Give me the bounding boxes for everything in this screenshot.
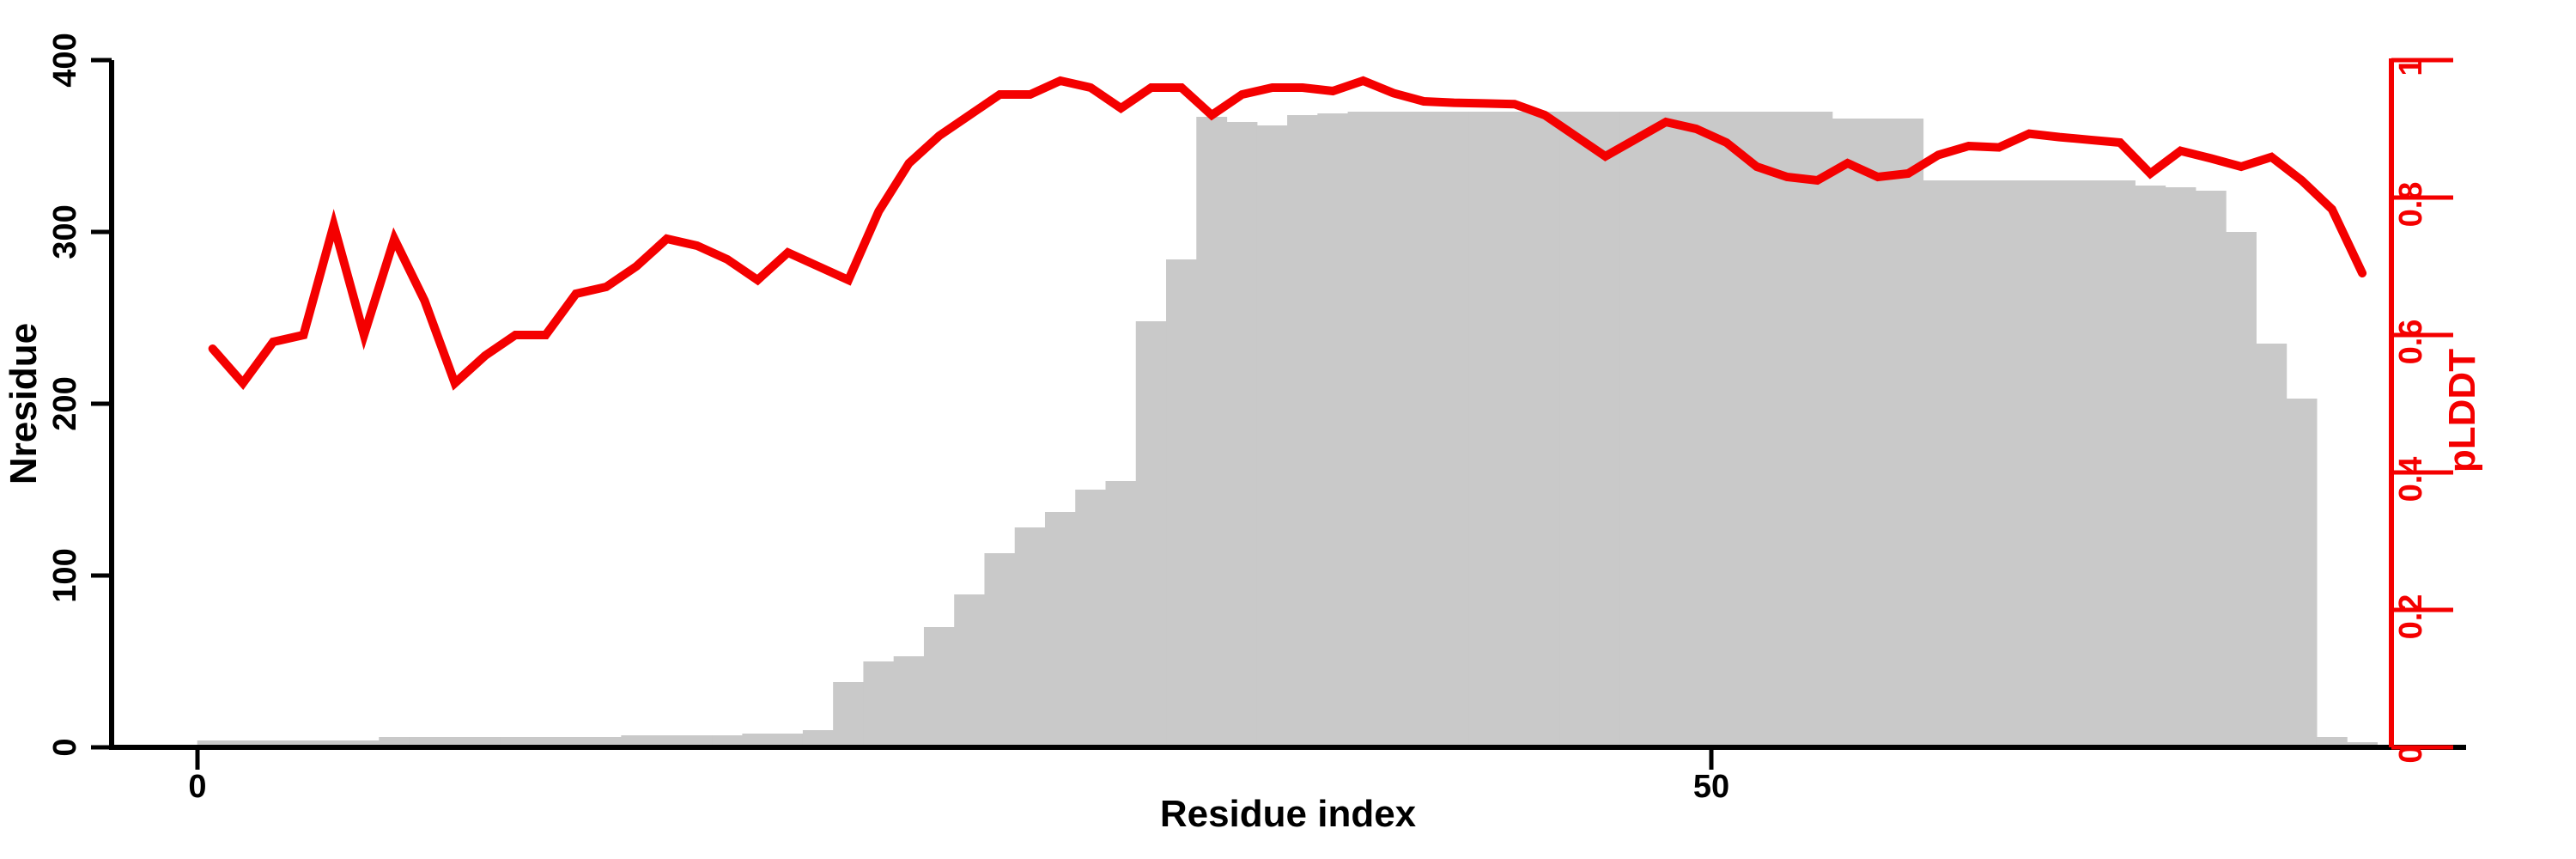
bar bbox=[1589, 112, 1621, 747]
bar bbox=[1135, 321, 1167, 747]
bar bbox=[1710, 112, 1742, 747]
bar bbox=[1287, 115, 1318, 747]
bar bbox=[681, 735, 713, 747]
y-left-axis-title: Nresidue bbox=[3, 323, 45, 484]
bar bbox=[1984, 180, 2014, 747]
bar bbox=[349, 740, 380, 747]
bar bbox=[1347, 112, 1379, 747]
bar bbox=[1741, 112, 1772, 747]
bar bbox=[1771, 112, 1803, 747]
bar bbox=[258, 740, 289, 747]
y-left-tick-label: 100 bbox=[47, 548, 83, 602]
bar bbox=[2105, 180, 2136, 747]
bar bbox=[1226, 122, 1258, 747]
bar bbox=[863, 661, 895, 747]
y-right-tick-label: 0.6 bbox=[2393, 320, 2429, 365]
bar bbox=[621, 735, 653, 747]
bar bbox=[802, 730, 834, 747]
bar bbox=[651, 735, 683, 747]
bar bbox=[1256, 125, 1288, 747]
y-left-tick-label: 400 bbox=[47, 33, 83, 87]
bar bbox=[2256, 344, 2287, 747]
bar bbox=[1166, 259, 1197, 747]
bar bbox=[2074, 180, 2105, 747]
bar bbox=[1893, 119, 1924, 747]
bar bbox=[1044, 512, 1076, 747]
bar bbox=[197, 740, 228, 747]
bar bbox=[1529, 112, 1560, 747]
bar bbox=[1014, 527, 1046, 747]
bar bbox=[2135, 186, 2166, 747]
bar bbox=[893, 656, 925, 747]
bar bbox=[1923, 180, 1954, 747]
bar bbox=[1196, 117, 1228, 747]
bar bbox=[1377, 112, 1409, 747]
bar bbox=[1438, 112, 1470, 747]
bar bbox=[742, 734, 774, 747]
bar bbox=[318, 740, 349, 747]
y-left-tick-label: 300 bbox=[47, 204, 83, 259]
y-right-tick-label: 0.4 bbox=[2393, 457, 2429, 503]
y-right-tick-label: 0.8 bbox=[2393, 182, 2429, 228]
x-tick-label: 50 bbox=[1693, 769, 1729, 805]
bar bbox=[2014, 180, 2045, 747]
bar bbox=[984, 553, 1016, 747]
plddt-line bbox=[208, 76, 2367, 391]
y-right-tick-label: 0 bbox=[2393, 745, 2429, 763]
x-axis-title: Residue index bbox=[1160, 793, 1417, 835]
bar bbox=[1498, 112, 1530, 747]
bar bbox=[712, 735, 743, 747]
bar bbox=[1619, 112, 1651, 747]
bar bbox=[833, 682, 865, 747]
bar bbox=[1801, 112, 1833, 747]
bar bbox=[2286, 399, 2318, 747]
bar bbox=[954, 594, 986, 747]
plddt-line-group bbox=[208, 76, 2367, 391]
bar bbox=[1317, 113, 1349, 747]
bar bbox=[2044, 180, 2075, 747]
bar bbox=[1862, 119, 1893, 747]
bar bbox=[1832, 119, 1863, 747]
bar bbox=[1105, 481, 1137, 747]
bar bbox=[1075, 490, 1107, 747]
bars-group bbox=[197, 112, 2379, 747]
y-left-tick-label: 0 bbox=[47, 738, 83, 756]
x-tick-label: 0 bbox=[188, 769, 206, 805]
bar bbox=[1650, 112, 1682, 747]
y-right-axis-title: pLDDT bbox=[2441, 349, 2483, 472]
bar bbox=[772, 734, 804, 747]
bar bbox=[1680, 112, 1712, 747]
bar bbox=[2195, 191, 2227, 747]
y-right-tick-label: 1 bbox=[2393, 58, 2429, 76]
y-left-tick-label: 200 bbox=[47, 376, 83, 430]
bar bbox=[1468, 112, 1500, 747]
bar bbox=[2165, 187, 2196, 747]
y-right-tick-label: 0.2 bbox=[2393, 594, 2429, 640]
bar bbox=[1953, 180, 1984, 747]
bar bbox=[1408, 112, 1439, 747]
bar bbox=[227, 740, 258, 747]
bar bbox=[1559, 112, 1591, 747]
bar bbox=[288, 740, 319, 747]
bar bbox=[923, 627, 955, 747]
ticks-group: 0 100 200 300 400 0 50 0 0.2 0.4 0.6 0.8 1 bbox=[47, 33, 2453, 805]
bar bbox=[2226, 232, 2257, 747]
